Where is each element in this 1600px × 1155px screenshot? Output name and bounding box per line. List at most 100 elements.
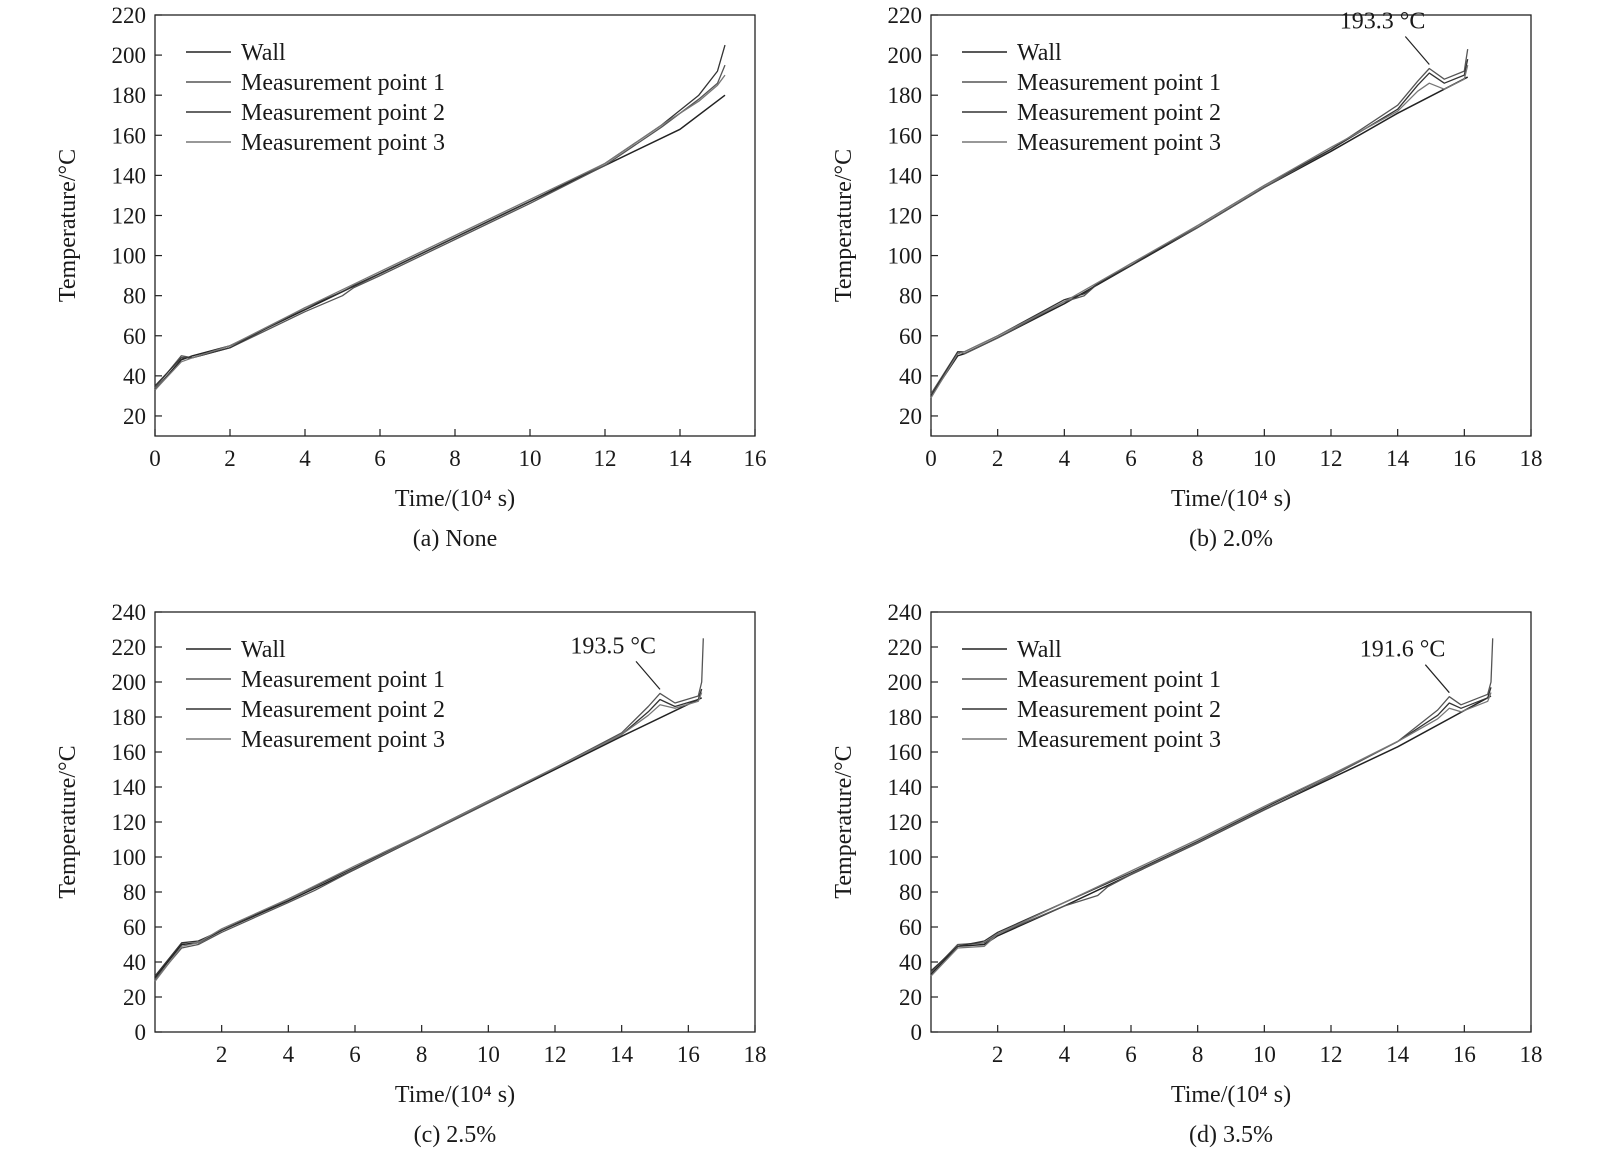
y-tick-label: 180 [112, 83, 147, 108]
series-line-measurement-point-2 [930, 687, 1492, 972]
y-tick-label: 60 [899, 324, 922, 349]
x-tick-label: 4 [1059, 446, 1071, 471]
y-tick-label: 220 [112, 635, 147, 660]
legend-label: Wall [1017, 40, 1062, 66]
x-tick-label: 6 [1125, 446, 1137, 471]
y-tick-label: 160 [112, 740, 147, 765]
x-tick-label: 10 [1253, 446, 1276, 471]
x-tick-label: 0 [149, 446, 161, 471]
legend-label: Measurement point 1 [241, 667, 445, 693]
y-tick-label: 200 [888, 43, 923, 68]
x-tick-label: 12 [1320, 446, 1343, 471]
legend-label: Measurement point 2 [1017, 697, 1221, 723]
legend-label: Measurement point 3 [241, 727, 445, 753]
series-line-measurement-point-1 [930, 49, 1469, 395]
x-tick-label: 8 [416, 1042, 428, 1067]
y-tick-label: 200 [112, 670, 147, 695]
x-tick-label: 10 [477, 1042, 500, 1067]
x-tick-label: 8 [1192, 446, 1204, 471]
y-tick-label: 100 [888, 845, 923, 870]
y-tick-label: 200 [888, 670, 923, 695]
x-tick-label: 6 [349, 1042, 361, 1067]
peak-annotation: 191.6 °C [1360, 637, 1446, 663]
y-tick-label: 220 [112, 3, 147, 28]
x-tick-label: 14 [1386, 446, 1410, 471]
y-tick-label: 180 [888, 83, 923, 108]
peak-annotation: 193.5 °C [570, 633, 656, 659]
y-tick-label: 200 [112, 43, 147, 68]
series-line-measurement-point-1 [154, 638, 704, 980]
x-tick-label: 4 [299, 446, 311, 471]
x-tick-label: 16 [1453, 446, 1476, 471]
x-tick-label: 12 [1320, 1042, 1343, 1067]
y-tick-label: 20 [899, 985, 922, 1010]
y-tick-label: 120 [888, 203, 923, 228]
y-tick-label: 240 [112, 600, 147, 625]
legend-label: Measurement point 1 [241, 70, 445, 96]
x-tick-label: 18 [1520, 1042, 1543, 1067]
x-tick-label: 0 [925, 446, 937, 471]
x-tick-label: 4 [1059, 1042, 1071, 1067]
y-tick-label: 80 [123, 284, 146, 309]
y-tick-label: 120 [112, 203, 147, 228]
x-tick-label: 8 [449, 446, 461, 471]
y-tick-label: 60 [123, 324, 146, 349]
y-tick-label: 60 [123, 915, 146, 940]
x-tick-label: 12 [544, 1042, 567, 1067]
y-tick-label: 40 [899, 364, 922, 389]
legend: Wall Measurement point 1 Measurement point… [962, 637, 1221, 753]
legend-label: Wall [241, 40, 286, 66]
panel-caption: (d) 3.5% [1189, 1122, 1273, 1148]
y-axis-title: Temperature/°C [831, 745, 857, 898]
x-tick-label: 16 [677, 1042, 700, 1067]
legend-label: Measurement point 1 [1017, 70, 1221, 96]
annotation-leader [635, 660, 661, 690]
y-tick-label: 0 [911, 1020, 923, 1045]
x-tick-label: 14 [610, 1042, 634, 1067]
y-tick-label: 140 [112, 775, 147, 800]
y-tick-label: 180 [888, 705, 923, 730]
chart-panel-d: 2 4 6 8 10 12 14 16 1802040608010012014016018020… [831, 600, 1543, 1148]
x-tick-label: 10 [519, 446, 542, 471]
x-tick-label: 2 [216, 1042, 228, 1067]
y-tick-label: 20 [123, 985, 146, 1010]
y-tick-label: 120 [888, 810, 923, 835]
x-tick-label: 10 [1253, 1042, 1276, 1067]
y-axis-title: Temperature/°C [55, 745, 81, 898]
legend-label: Measurement point 2 [241, 697, 445, 723]
legend-label: Measurement point 1 [1017, 667, 1221, 693]
x-tick-label: 6 [374, 446, 386, 471]
series-line-measurement-point-3 [930, 64, 1469, 399]
y-tick-label: 120 [112, 810, 147, 835]
annotation-leader [1424, 664, 1450, 694]
panel-caption: (a) None [413, 526, 498, 552]
y-tick-label: 100 [112, 845, 147, 870]
y-tick-label: 220 [888, 635, 923, 660]
x-tick-label: 2 [992, 446, 1004, 471]
x-tick-label: 6 [1125, 1042, 1137, 1067]
x-tick-label: 2 [224, 446, 236, 471]
y-tick-label: 80 [899, 880, 922, 905]
y-tick-label: 20 [123, 404, 146, 429]
legend: Wall Measurement point 1 Measurement point… [186, 40, 445, 156]
plot-frame [930, 14, 1532, 437]
x-tick-label: 2 [992, 1042, 1004, 1067]
annotation-leader [1404, 36, 1430, 65]
y-tick-label: 140 [888, 163, 923, 188]
chart-panel-b: 0 2 4 6 8 10 12 14 16 18 20 40 60 80 100 120 140 160 180 20… [831, 3, 1543, 552]
y-tick-label: 240 [888, 600, 923, 625]
y-tick-label: 0 [135, 1020, 147, 1045]
x-axis-title: Time/(10⁴ s) [395, 1082, 515, 1108]
legend: Wall Measurement point 1 Measurement point… [186, 637, 445, 753]
y-tick-label: 40 [123, 950, 146, 975]
series-line-measurement-point-2 [154, 44, 726, 387]
legend-label: Measurement point 3 [1017, 727, 1221, 753]
legend-label: Wall [241, 637, 286, 663]
x-axis-title: Time/(10⁴ s) [395, 486, 515, 512]
x-axis-title: Time/(10⁴ s) [1171, 1082, 1291, 1108]
y-tick-label: 160 [888, 123, 923, 148]
y-tick-label: 100 [112, 244, 147, 269]
y-tick-label: 100 [888, 244, 923, 269]
y-tick-label: 180 [112, 705, 147, 730]
